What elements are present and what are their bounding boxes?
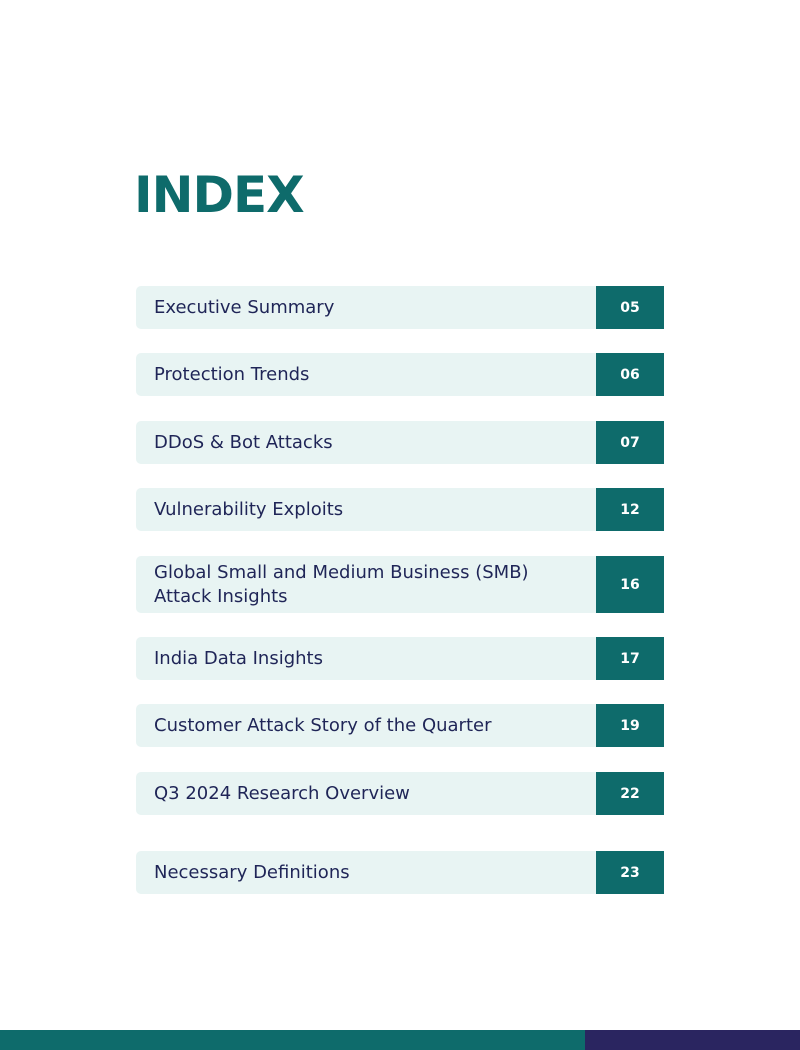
index-entry: Protection Trends 06 (136, 353, 664, 396)
index-title: INDEX (134, 166, 305, 224)
index-entry: India Data Insights 17 (136, 637, 664, 680)
footer-bar (0, 1030, 585, 1050)
entry-label: Necessary Definitions (136, 851, 596, 894)
entry-label: India Data Insights (136, 637, 596, 680)
entry-page-number: 19 (596, 704, 664, 747)
entry-page-number: 23 (596, 851, 664, 894)
entry-page-number: 06 (596, 353, 664, 396)
entry-label: Customer Attack Story of the Quarter (136, 704, 596, 747)
index-entry: Customer Attack Story of the Quarter 19 (136, 704, 664, 747)
entry-label: Vulnerability Exploits (136, 488, 596, 531)
entry-page-number: 22 (596, 772, 664, 815)
index-entry: Q3 2024 Research Overview 22 (136, 772, 664, 815)
index-entry: Executive Summary 05 (136, 286, 664, 329)
entry-label: Q3 2024 Research Overview (136, 772, 596, 815)
entry-label: Protection Trends (136, 353, 596, 396)
entry-label: Executive Summary (136, 286, 596, 329)
index-entry: Global Small and Medium Business (SMB) A… (136, 556, 664, 613)
index-entry: Necessary Definitions 23 (136, 851, 664, 894)
entry-page-number: 12 (596, 488, 664, 531)
entry-page-number: 17 (596, 637, 664, 680)
footer-bar-accent (585, 1030, 800, 1050)
entry-page-number: 16 (596, 556, 664, 613)
index-entry: Vulnerability Exploits 12 (136, 488, 664, 531)
entry-label: DDoS & Bot Attacks (136, 421, 596, 464)
entry-page-number: 05 (596, 286, 664, 329)
entry-label: Global Small and Medium Business (SMB) A… (136, 556, 596, 613)
entry-page-number: 07 (596, 421, 664, 464)
index-entry: DDoS & Bot Attacks 07 (136, 421, 664, 464)
